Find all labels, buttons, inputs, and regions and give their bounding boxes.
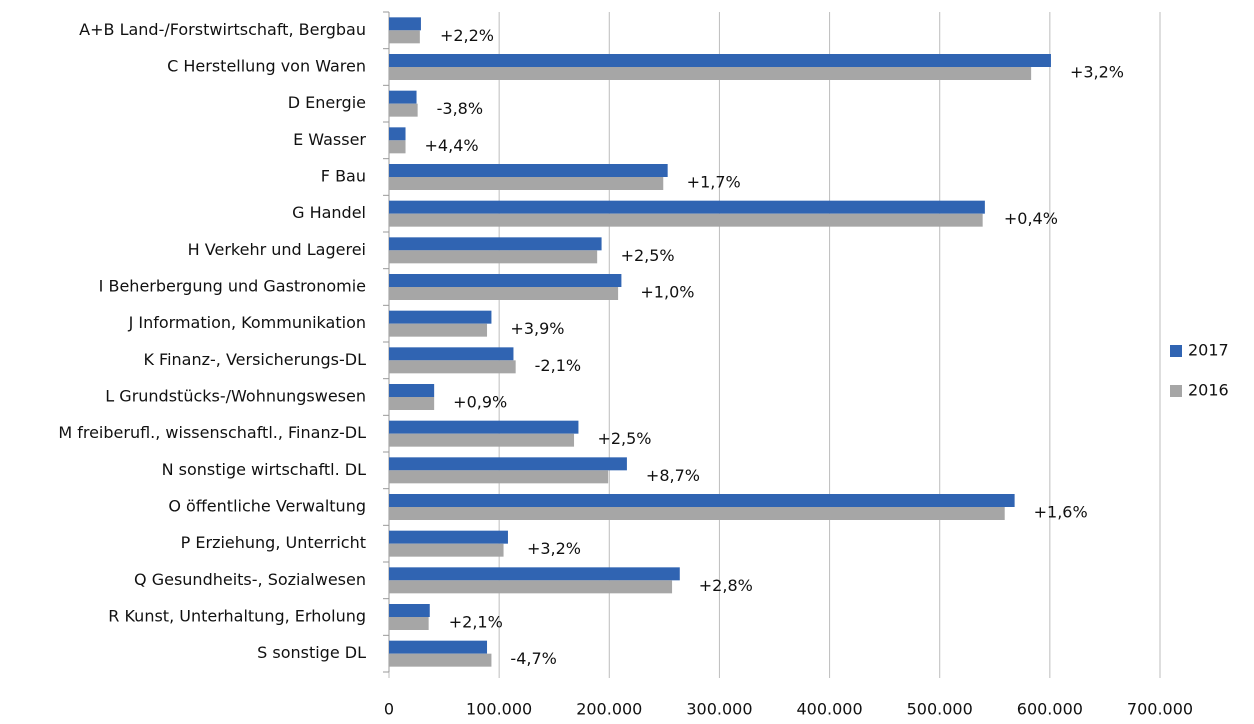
y-tick-label: C Herstellung von Waren xyxy=(167,57,366,76)
bar xyxy=(389,17,421,31)
bar xyxy=(389,653,492,667)
x-tick-label: 700.000 xyxy=(1127,700,1193,719)
bar-annotation: +2,5% xyxy=(621,246,675,265)
bar-annotation: -4,7% xyxy=(510,649,556,668)
bar xyxy=(389,250,598,264)
y-tick-label: L Grundstücks-/Wohnungswesen xyxy=(105,387,366,406)
bar xyxy=(389,200,985,214)
y-tick-label: A+B Land-/Forstwirtschaft, Bergbau xyxy=(79,20,366,39)
bar-annotation: +8,7% xyxy=(646,466,700,485)
bar xyxy=(389,604,430,617)
y-tick-label: Q Gesundheits-, Sozialwesen xyxy=(134,570,366,589)
bar xyxy=(389,323,488,337)
bar xyxy=(389,347,514,361)
bar xyxy=(389,457,627,471)
bar xyxy=(389,507,1005,520)
bar xyxy=(389,213,983,227)
bar xyxy=(389,103,418,117)
bar xyxy=(389,360,516,374)
bar xyxy=(389,140,406,154)
y-tick-label: D Energie xyxy=(288,93,366,112)
bar xyxy=(389,617,429,630)
bar xyxy=(389,397,435,410)
bar xyxy=(389,494,1015,507)
y-tick-label: G Handel xyxy=(292,203,366,222)
bar xyxy=(389,237,602,251)
bar xyxy=(389,433,575,447)
bar-annotation: +2,5% xyxy=(597,429,651,448)
y-tick-label: S sonstige DL xyxy=(257,643,366,662)
bar-annotation: +1,0% xyxy=(640,283,694,302)
bar-annotation: +2,1% xyxy=(449,613,503,632)
bar-annotation: +2,2% xyxy=(440,26,494,45)
x-tick-label: 200.000 xyxy=(576,700,642,719)
bar-annotation: +1,6% xyxy=(1034,503,1088,522)
bar-annotation: +3,9% xyxy=(510,319,564,338)
bar xyxy=(389,580,673,594)
bar xyxy=(389,274,622,287)
y-tick-label: K Finanz-, Versicherungs-DL xyxy=(143,350,366,369)
bar xyxy=(389,567,680,581)
bar xyxy=(389,543,504,557)
bar xyxy=(389,90,417,104)
bar-annotation: +0,9% xyxy=(453,393,507,412)
x-tick-label: 400.000 xyxy=(796,700,862,719)
y-tick-label: E Wasser xyxy=(293,130,366,149)
legend-label: 2017 xyxy=(1188,341,1229,360)
bar xyxy=(389,384,435,397)
bar-annotation: -2,1% xyxy=(535,356,581,375)
bar xyxy=(389,54,1051,67)
bar-annotation: -3,8% xyxy=(437,99,483,118)
legend-swatch xyxy=(1170,385,1182,397)
y-tick-label: O öffentliche Verwaltung xyxy=(168,497,366,516)
bar xyxy=(389,287,619,300)
legend-label: 2016 xyxy=(1188,381,1229,400)
y-tick-label: J Information, Kommunikation xyxy=(128,313,366,332)
bar xyxy=(389,67,1032,80)
x-tick-label: 600.000 xyxy=(1017,700,1083,719)
legend-swatch xyxy=(1170,345,1182,357)
bar xyxy=(389,30,420,44)
bar xyxy=(389,164,668,177)
x-tick-label: 300.000 xyxy=(686,700,752,719)
bar xyxy=(389,310,492,324)
bar xyxy=(389,640,488,654)
bar-annotation: +0,4% xyxy=(1004,209,1058,228)
y-tick-label: F Bau xyxy=(321,167,366,186)
x-tick-label: 500.000 xyxy=(907,700,973,719)
bar-annotation: +1,7% xyxy=(687,173,741,192)
y-tick-label: R Kunst, Unterhaltung, Erholung xyxy=(108,607,366,626)
y-tick-label: N sonstige wirtschaftl. DL xyxy=(162,460,366,479)
bar xyxy=(389,420,579,434)
bar-annotation: +2,8% xyxy=(699,576,753,595)
y-tick-label: H Verkehr und Lagerei xyxy=(188,240,366,259)
bar xyxy=(389,127,406,141)
bar xyxy=(389,177,664,190)
bar xyxy=(389,530,508,544)
x-tick-label: 100.000 xyxy=(466,700,532,719)
bar-annotation: +3,2% xyxy=(1070,63,1124,82)
bar-annotation: +3,2% xyxy=(527,539,581,558)
x-tick-label: 0 xyxy=(384,700,394,719)
bar xyxy=(389,470,609,484)
y-tick-label: M freiberufl., wissenschaftl., Finanz-DL xyxy=(58,423,366,442)
bar-annotation: +4,4% xyxy=(425,136,479,155)
y-tick-label: P Erziehung, Unterricht xyxy=(181,533,366,552)
y-tick-label: I Beherbergung und Gastronomie xyxy=(99,277,366,296)
